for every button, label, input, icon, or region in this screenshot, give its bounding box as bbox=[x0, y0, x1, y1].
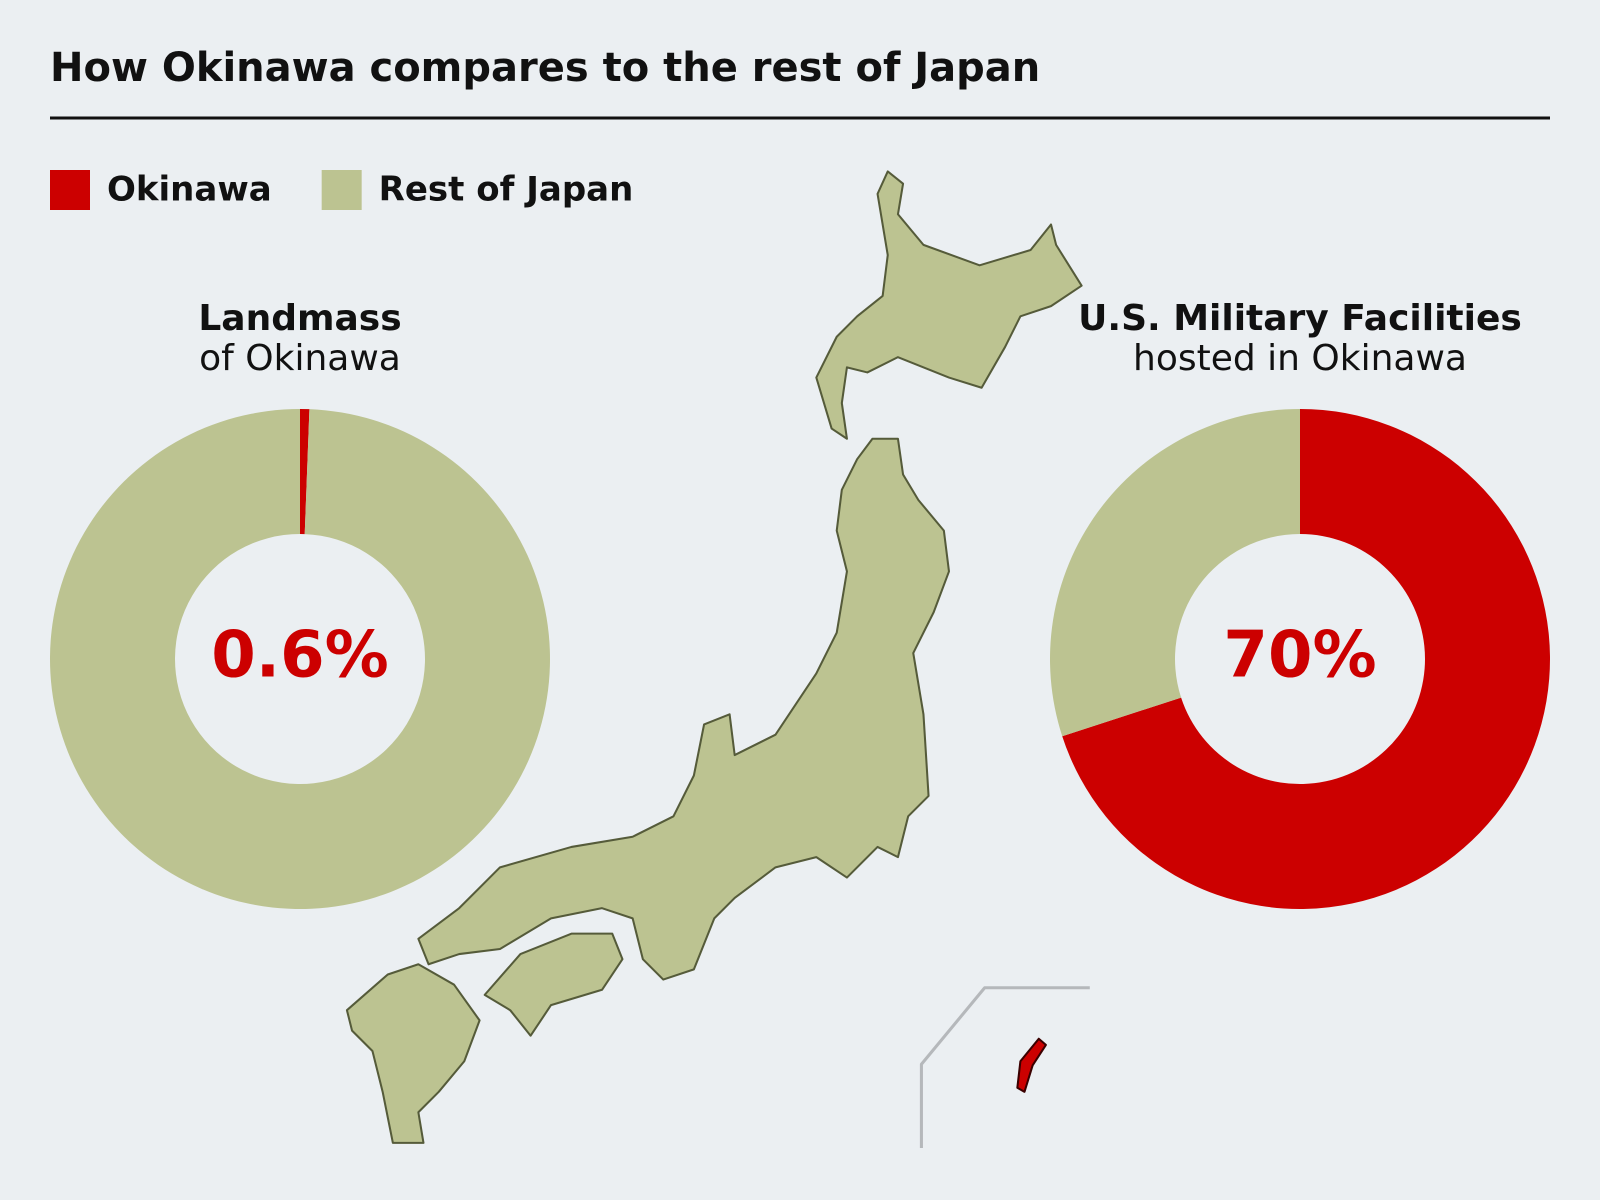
center-value-label: 0.6% bbox=[211, 619, 389, 693]
donut-segment bbox=[300, 409, 310, 535]
legend-swatch bbox=[321, 170, 362, 210]
donut-segment bbox=[1049, 409, 1300, 737]
title: How Okinawa compares to the rest of Japa… bbox=[50, 45, 1040, 91]
chart-subtitle: of Okinawa bbox=[199, 338, 401, 379]
inset-frame bbox=[919, 986, 1090, 1148]
hokkaido bbox=[815, 170, 1083, 440]
kyushu bbox=[345, 963, 481, 1144]
donut-segment bbox=[49, 409, 550, 910]
donut-segment bbox=[1062, 409, 1550, 909]
legend-swatch bbox=[50, 170, 90, 210]
chart-subtitle: hosted in Okinawa bbox=[1133, 338, 1467, 379]
legend-label: Okinawa bbox=[107, 170, 272, 210]
chart-title: Landmass bbox=[198, 298, 401, 339]
center-value-label: 70% bbox=[1223, 619, 1376, 693]
japan-map bbox=[345, 170, 1090, 1148]
honshu bbox=[417, 437, 950, 981]
okinawa-island bbox=[1016, 1037, 1047, 1093]
legend-label: Rest of Japan bbox=[379, 170, 634, 210]
chart-title: U.S. Military Facilities bbox=[1078, 298, 1522, 339]
shikoku bbox=[483, 932, 624, 1037]
